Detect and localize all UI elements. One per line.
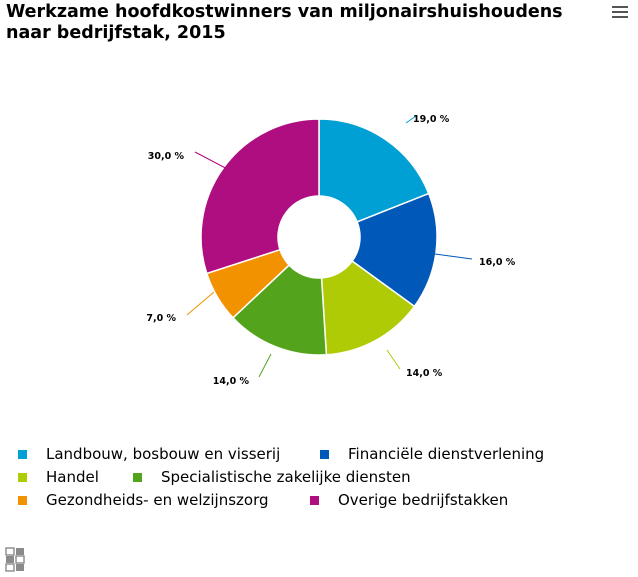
legend-swatch xyxy=(18,496,27,505)
donut-slice-5[interactable] xyxy=(200,118,320,275)
legend-swatch xyxy=(133,473,142,482)
legend-swatch xyxy=(310,496,319,505)
donut-slice-3[interactable] xyxy=(231,264,328,356)
donut-slices xyxy=(200,118,438,356)
legend-label: Gezondheids- en welzijnszorg xyxy=(46,491,269,509)
legend-label: Financiële dienstverlening xyxy=(348,445,545,463)
slice-label-4: 7,0 % xyxy=(146,313,176,324)
hamburger-menu-icon-bar xyxy=(612,16,628,18)
leader-line-3 xyxy=(258,353,272,378)
hamburger-menu-icon xyxy=(612,6,628,8)
donut-slice-0[interactable] xyxy=(318,118,430,223)
legend-label: Handel xyxy=(46,468,99,486)
leader-line-5 xyxy=(194,151,234,173)
chart-menu-button[interactable] xyxy=(612,6,628,20)
slice-label-3: 14,0 % xyxy=(213,376,250,387)
slice-label-5: 30,0 % xyxy=(148,151,185,162)
slice-label-1: 16,0 % xyxy=(479,257,516,268)
legend-swatch xyxy=(18,473,27,482)
hamburger-menu-icon-bar xyxy=(612,11,628,13)
donut-chart: 19,0 % 16,0 % 14,0 % 14,0 % 7,0 % 30,0 % xyxy=(146,114,515,387)
donut-slice-1[interactable] xyxy=(351,192,438,308)
leader-line-4 xyxy=(186,291,215,316)
legend: Landbouw, bosbouw en visserij Financiële … xyxy=(0,440,638,520)
slice-label-2: 14,0 % xyxy=(406,368,443,379)
chart-title: Werkzame hoofdkostwinners van miljonairs… xyxy=(6,2,563,43)
slice-labels: 19,0 % 16,0 % 14,0 % 14,0 % 7,0 % 30,0 % xyxy=(146,114,515,387)
legend-label: Specialistische zakelijke diensten xyxy=(161,468,411,486)
leader-line-0 xyxy=(405,115,417,124)
slice-label-0: 19,0 % xyxy=(413,114,450,125)
legend-swatch xyxy=(320,450,329,459)
leader-line-2 xyxy=(386,349,401,370)
label-leader-lines xyxy=(186,115,473,378)
legend-label: Landbouw, bosbouw en visserij xyxy=(46,445,281,463)
donut-slice-2[interactable] xyxy=(320,260,416,356)
legend-label: Overige bedrijfstakken xyxy=(338,491,509,509)
legend-swatch xyxy=(18,450,27,459)
cbs-logo-icon xyxy=(5,547,25,572)
leader-line-1 xyxy=(434,253,473,260)
